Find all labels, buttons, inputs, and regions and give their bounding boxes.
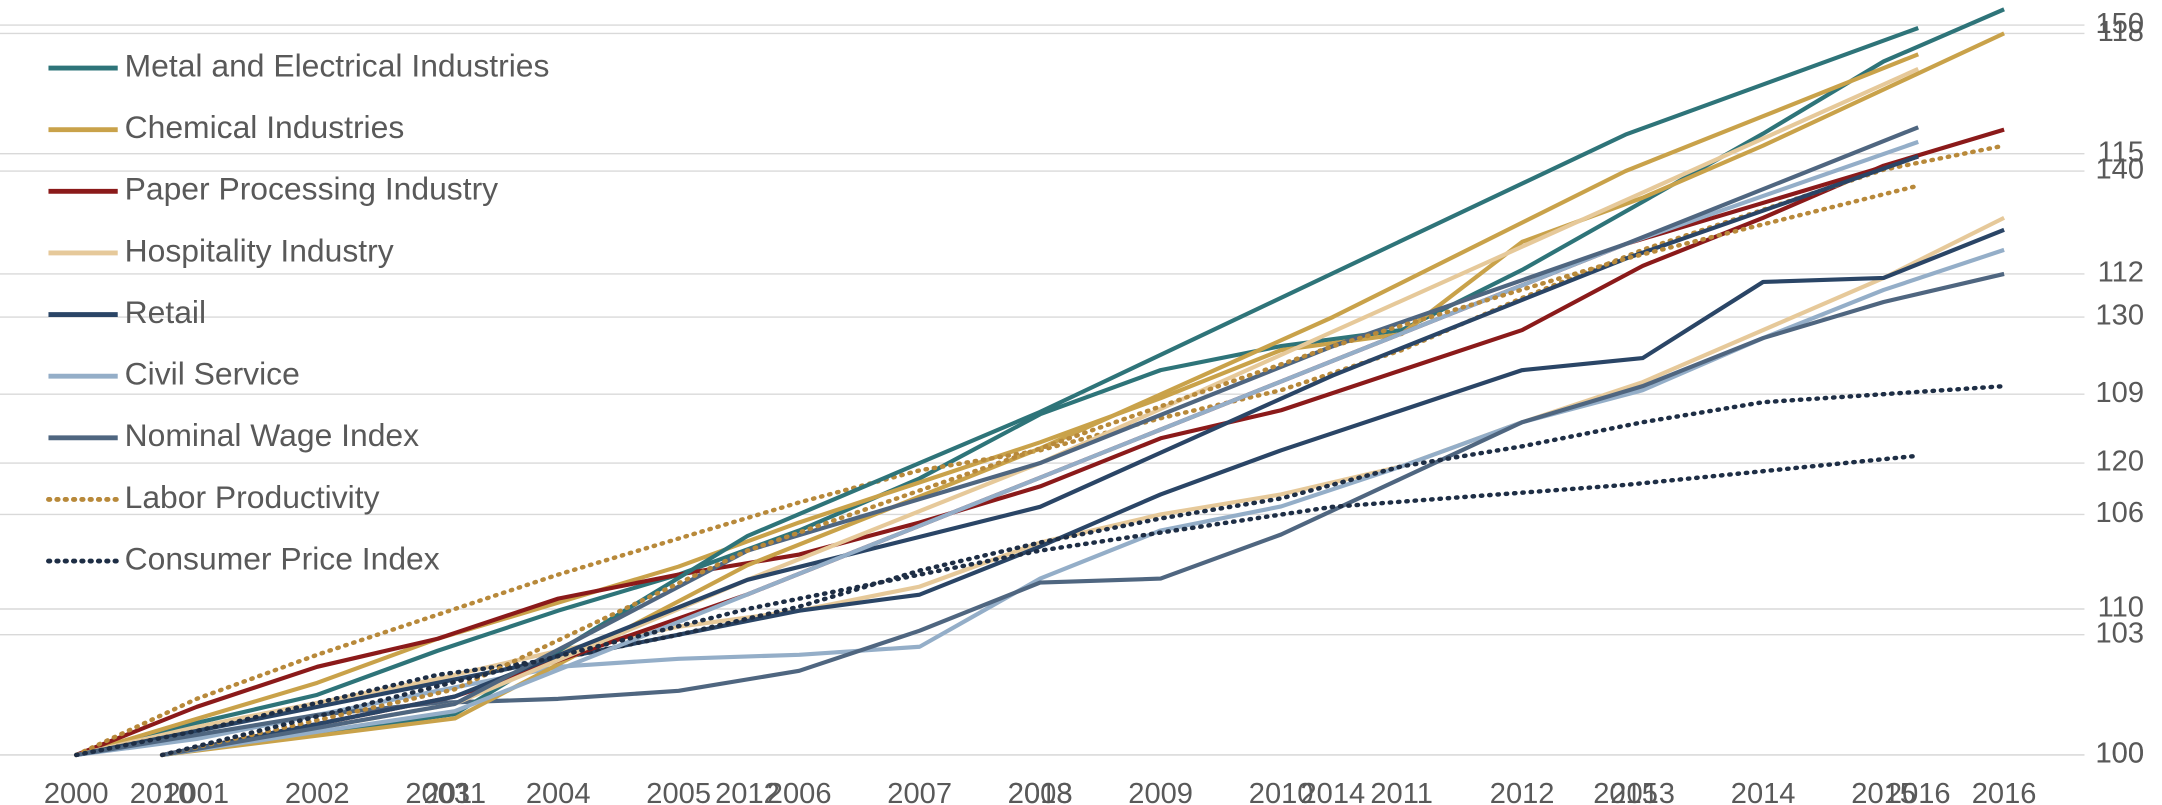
y-tick-label: 100 — [2095, 738, 2144, 770]
series-line — [161, 125, 1920, 758]
y-tick-label: 130 — [2095, 300, 2144, 332]
x-tick-label: 2003 — [405, 778, 470, 805]
series-line — [75, 247, 2005, 758]
x-tick-label: 2011 — [1370, 778, 1433, 805]
legend: Metal and Electrical Industries Chemical … — [46, 47, 550, 576]
series-line — [75, 227, 2005, 758]
legend-label: Metal and Electrical Industries — [125, 47, 550, 83]
grid — [0, 24, 2085, 756]
series-line — [161, 154, 1919, 758]
y-tick-label: 109 — [2095, 377, 2144, 409]
legend-label: Labor Productivity — [125, 479, 380, 515]
x-tick-label: 2013 — [1008, 778, 1073, 805]
y-tick-label: 110 — [2098, 592, 2144, 624]
x-tick-label: 2000 — [44, 778, 109, 805]
series-line — [159, 183, 1921, 758]
y-tick-label: 120 — [2095, 446, 2144, 478]
series-line — [161, 26, 1919, 758]
x-tick-label: 2012 — [715, 778, 780, 805]
legend-label: Nominal Wage Index — [125, 417, 419, 453]
x-tick-label: 2015 — [1851, 778, 1916, 805]
x-tick-label: 2007 — [887, 778, 952, 805]
x-tick-label: 2010 — [1249, 778, 1314, 805]
x-tick-label: 2016 — [1972, 778, 2037, 805]
x-tick-label: 2015 — [1593, 778, 1658, 805]
y-tick-label: 112 — [2098, 257, 2144, 289]
x-tick-label: 2014 — [1300, 778, 1365, 805]
x-tick-label: 2010 — [130, 778, 195, 805]
x-tick-label: 2001 — [164, 778, 229, 805]
x-tick-label: 2005 — [646, 778, 711, 805]
x-tick-label: 2014 — [1731, 778, 1796, 805]
legend-label: Chemical Industries — [125, 109, 405, 145]
legend-label: Hospitality Industry — [125, 232, 394, 268]
lines — [73, 7, 2007, 758]
series-line — [161, 52, 1920, 758]
y-tick-label: 106 — [2095, 497, 2144, 529]
x-tick-label: 2013 — [1610, 778, 1675, 805]
y-tick-label: 140 — [2095, 154, 2144, 186]
x-tick-label: 2002 — [285, 778, 350, 805]
x-tick-label: 2016 — [1886, 778, 1951, 805]
legend-label: Retail — [125, 294, 206, 330]
legend-label: Paper Processing Industry — [125, 171, 499, 207]
x-tick-label: 2008 — [1008, 778, 1073, 805]
x-tick-label: 2006 — [767, 778, 832, 805]
series-line — [75, 127, 2005, 757]
x-tick-label: 2012 — [1490, 778, 1555, 805]
x-tick-label: 2009 — [1128, 778, 1193, 805]
y-tick-label: 103 — [2095, 617, 2144, 649]
series-line — [75, 31, 2005, 757]
series-line — [159, 453, 1921, 758]
y-tick-label: 150 — [2095, 8, 2144, 40]
y-tick-label: 115 — [2098, 136, 2144, 168]
y-tick-label: 100 — [2095, 738, 2144, 770]
labels: 100 103 106 109 112 115 118 2000 2001 2002 2003 200… — [44, 8, 2144, 805]
x-tick-label: 2011 — [423, 778, 486, 805]
x-tick-label: 2004 — [526, 778, 591, 805]
series-line — [73, 383, 2007, 758]
legend-label: Civil Service — [125, 356, 300, 392]
legend-label: Consumer Price Index — [125, 540, 440, 576]
y-tick-label: 118 — [2098, 16, 2144, 48]
